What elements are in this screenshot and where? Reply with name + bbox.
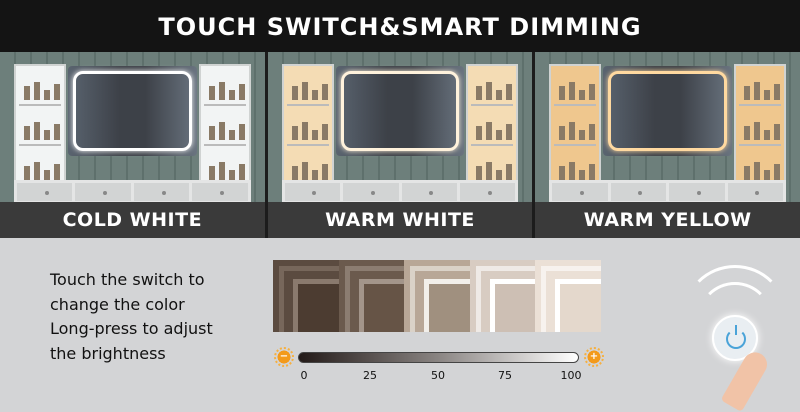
brightness-swatch xyxy=(338,260,405,332)
vanity-photo xyxy=(535,52,800,204)
description-line: Long-press to adjust xyxy=(50,319,213,338)
tick-label: 75 xyxy=(498,369,512,382)
led-mirror xyxy=(335,66,465,156)
power-touch-icon xyxy=(682,265,790,412)
mode-panel: WARM WHITE xyxy=(267,52,533,238)
led-mirror xyxy=(603,66,733,156)
tick-label: 100 xyxy=(560,369,582,382)
cabinet xyxy=(14,64,66,184)
mode-panel: WARM YELLOW xyxy=(535,52,800,238)
description-line: change the color xyxy=(50,294,185,314)
cabinet xyxy=(198,64,251,184)
cabinet xyxy=(281,64,334,184)
description-line: the brightness xyxy=(50,343,166,363)
tick-label: 25 xyxy=(363,369,377,382)
cabinet xyxy=(734,64,787,184)
mode-label: WARM WHITE xyxy=(267,202,533,238)
mode-panel: COLD WHITE xyxy=(0,52,265,238)
tick-label: 0 xyxy=(300,369,308,382)
brightness-swatch xyxy=(273,260,339,332)
banner-title: TOUCH SWITCH&SMART DIMMING xyxy=(0,0,800,52)
brightness-swatches xyxy=(273,260,601,332)
sun-minus-icon: − xyxy=(274,347,294,367)
led-mirror xyxy=(68,66,197,156)
tick-label: 50 xyxy=(431,369,445,382)
brightness-swatch xyxy=(404,260,470,332)
vanity-photo xyxy=(267,52,533,204)
sun-plus-icon: + xyxy=(584,347,604,367)
vanity-drawers xyxy=(281,180,519,204)
cabinet xyxy=(549,64,602,184)
brightness-swatch xyxy=(535,260,601,332)
vanity-photo xyxy=(0,52,265,204)
description: Touch the switch to change the color Lon… xyxy=(50,268,213,366)
brightness-swatch xyxy=(469,260,536,332)
brightness-gradient-bar xyxy=(298,352,579,363)
mode-panels: COLD WHITE WARM WHITE WARM YELLOW xyxy=(0,52,800,238)
cabinet xyxy=(466,64,519,184)
mode-label: COLD WHITE xyxy=(0,202,265,238)
description-line: Touch the switch to xyxy=(50,270,205,289)
vanity-drawers xyxy=(14,180,251,204)
vanity-drawers xyxy=(549,180,787,204)
mode-label: WARM YELLOW xyxy=(535,202,800,238)
